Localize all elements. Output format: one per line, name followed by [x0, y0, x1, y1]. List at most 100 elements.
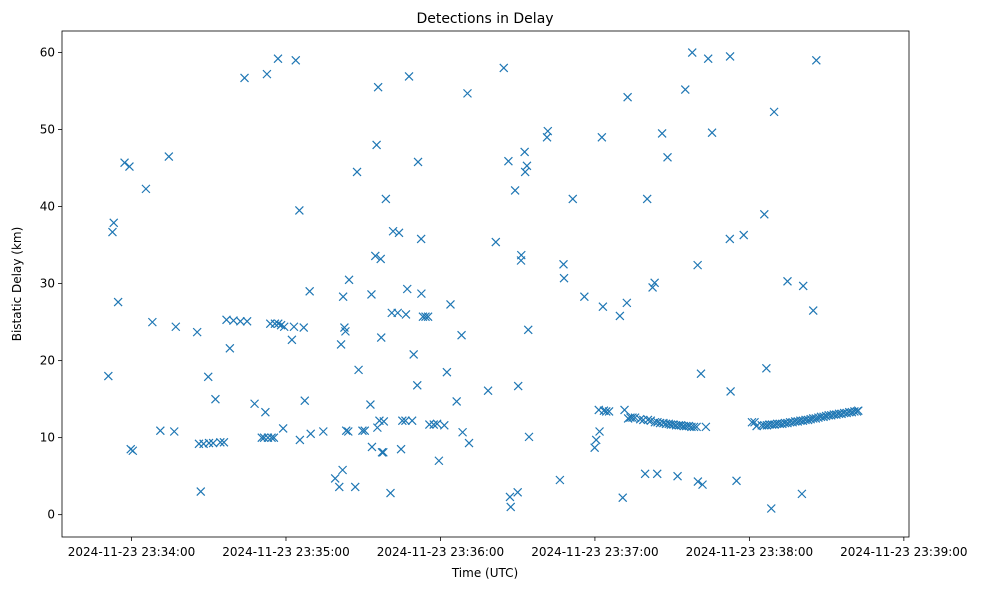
- detection-marker: [663, 152, 672, 162]
- detection-marker: [367, 442, 377, 452]
- detection-marker: [204, 438, 214, 448]
- detection-marker: [376, 254, 386, 264]
- detection-marker: [169, 427, 179, 436]
- detection-marker: [393, 308, 403, 318]
- detection-marker: [499, 63, 509, 73]
- detection-marker: [394, 228, 404, 238]
- detection-marker: [739, 230, 749, 240]
- detection-marker: [208, 438, 218, 448]
- detection-marker: [120, 158, 129, 168]
- detection-marker: [404, 72, 414, 81]
- detection-marker: [725, 51, 735, 61]
- detection-marker: [803, 415, 813, 425]
- detection-marker: [798, 281, 808, 291]
- data-markers: [103, 48, 863, 513]
- detection-marker: [416, 234, 426, 244]
- detection-marker: [211, 394, 220, 404]
- detection-marker: [194, 439, 204, 449]
- detection-marker: [696, 369, 706, 379]
- detection-marker: [372, 140, 382, 150]
- detection-marker: [595, 427, 604, 436]
- detection-marker: [797, 489, 807, 499]
- detection-marker: [338, 292, 348, 302]
- detection-marker: [623, 92, 633, 102]
- detection-marker: [273, 319, 283, 329]
- detection-marker: [378, 447, 388, 457]
- detection-marker: [294, 206, 304, 215]
- detection-marker: [652, 469, 662, 479]
- detection-marker: [464, 438, 474, 448]
- detection-marker: [520, 167, 530, 177]
- detection-marker: [386, 488, 395, 498]
- detection-marker: [273, 54, 283, 64]
- detection-marker: [401, 416, 410, 426]
- detection-marker: [618, 493, 628, 503]
- detection-marker: [155, 426, 165, 436]
- detection-marker: [413, 157, 423, 167]
- y-tick-label: 30: [40, 277, 55, 291]
- detection-marker: [429, 420, 439, 429]
- detection-marker: [648, 283, 658, 292]
- y-tick-label: 40: [40, 200, 55, 214]
- detection-marker: [692, 422, 702, 432]
- detection-marker: [783, 276, 792, 286]
- detection-marker: [680, 85, 690, 94]
- detection-marker: [591, 435, 601, 445]
- detection-marker: [604, 407, 614, 416]
- detection-marker: [458, 427, 468, 437]
- detection-marker: [262, 69, 272, 79]
- y-axis-title: Bistatic Delay (km): [10, 227, 24, 342]
- x-axis-title: Time (UTC): [451, 566, 518, 580]
- detection-marker: [242, 316, 252, 326]
- detection-marker: [446, 299, 455, 309]
- detection-marker: [568, 194, 578, 204]
- detection-marker: [287, 335, 297, 345]
- detection-marker: [598, 302, 608, 312]
- detection-marker: [330, 474, 340, 483]
- detection-marker: [305, 286, 315, 296]
- detection-marker: [416, 289, 426, 299]
- detection-marker: [701, 422, 711, 432]
- detection-marker: [225, 343, 235, 353]
- detection-marker: [377, 447, 387, 457]
- detection-marker: [338, 465, 348, 475]
- detection-marker: [360, 426, 370, 436]
- detection-marker: [343, 427, 353, 436]
- detection-marker: [265, 319, 275, 329]
- detection-marker: [853, 406, 863, 416]
- detection-marker: [523, 325, 533, 335]
- detection-marker: [128, 446, 138, 456]
- detection-marker: [673, 471, 682, 481]
- detection-marker: [341, 426, 351, 436]
- detection-marker: [698, 480, 707, 490]
- detection-marker: [543, 126, 553, 136]
- detection-marker: [620, 405, 629, 415]
- detection-marker: [811, 413, 821, 423]
- detection-marker: [635, 414, 645, 424]
- detection-marker: [250, 399, 259, 409]
- detection-marker: [463, 88, 472, 98]
- y-tick-label: 60: [40, 46, 55, 60]
- detection-marker: [109, 218, 119, 228]
- detection-marker: [811, 55, 821, 65]
- detection-marker: [590, 443, 600, 453]
- detection-marker: [291, 55, 301, 65]
- detection-marker: [409, 350, 419, 359]
- detection-marker: [424, 420, 434, 429]
- detection-marker: [125, 162, 134, 171]
- detection-marker: [442, 367, 452, 377]
- detection-marker: [260, 407, 270, 417]
- detection-marker: [505, 492, 515, 502]
- detection-marker: [520, 147, 530, 157]
- detection-marker: [334, 482, 344, 492]
- y-tick-label: 0: [47, 508, 55, 522]
- detection-marker: [483, 386, 493, 396]
- detection-marker: [196, 487, 206, 496]
- detection-marker: [439, 420, 449, 430]
- detection-marker: [434, 456, 444, 466]
- x-tick-label: 2024-11-23 23:34:00: [68, 545, 195, 559]
- detection-marker: [769, 107, 779, 117]
- x-tick-label: 2024-11-23 23:39:00: [840, 545, 967, 559]
- detection-marker: [358, 426, 367, 436]
- detection-marker: [559, 259, 568, 269]
